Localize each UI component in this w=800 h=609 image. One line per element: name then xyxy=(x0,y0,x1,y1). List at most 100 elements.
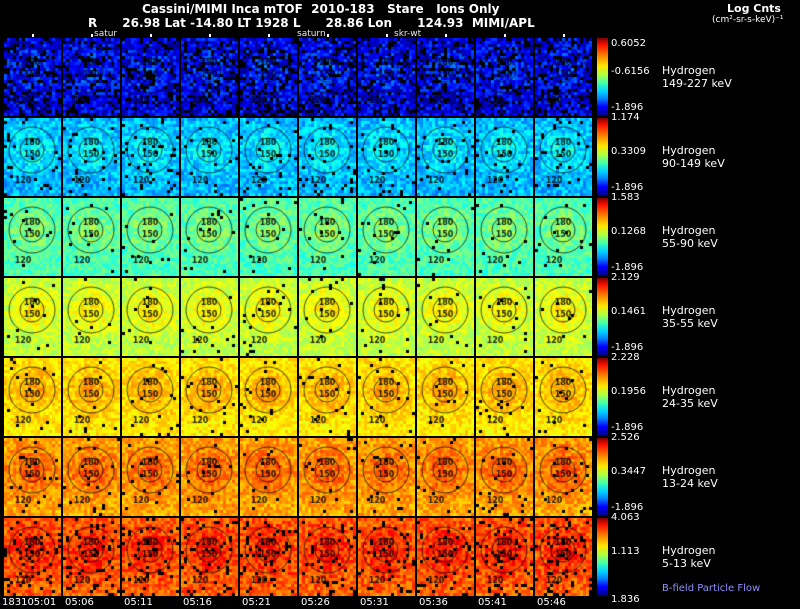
heatmap-panel xyxy=(535,438,592,516)
heatmap-panel xyxy=(122,38,179,116)
heatmap-panel xyxy=(63,118,120,196)
time-label: 05:16 xyxy=(183,597,212,608)
heatmap-panel xyxy=(63,278,120,356)
colorbar-tick-mid: 0.1956 xyxy=(611,386,646,397)
colorbar-tick-mid: 0.3309 xyxy=(611,146,646,157)
heatmap-panel xyxy=(63,438,120,516)
heatmap-panel xyxy=(476,118,533,196)
heatmap-panel xyxy=(63,38,120,116)
row-label-species: Hydrogen xyxy=(662,464,716,477)
heatmap-panel xyxy=(299,438,356,516)
colorbar-tick-max: 0.6052 xyxy=(611,38,646,49)
colorbar-tick-mid: -0.6156 xyxy=(611,66,650,77)
row-label-species: Hydrogen xyxy=(662,384,716,397)
legend-title: Log Cnts xyxy=(727,2,781,15)
heatmap-panel xyxy=(63,198,120,276)
heatmap-panel xyxy=(63,518,120,596)
heatmap-panel xyxy=(240,278,297,356)
heatmap-panel xyxy=(4,278,61,356)
heatmap-panel xyxy=(535,118,592,196)
heatmap-panel xyxy=(122,358,179,436)
time-label: 05:36 xyxy=(419,597,448,608)
time-label: 05:21 xyxy=(242,597,271,608)
colorbar-tick-mid: 0.3447 xyxy=(611,466,646,477)
heatmap-panel xyxy=(299,38,356,116)
ephemeris-line: R 26.98 Lat -14.80 LT 1928 L 28.86 Lon 1… xyxy=(88,16,535,30)
row-label-species: Hydrogen xyxy=(662,304,716,317)
heatmap-panel xyxy=(358,358,415,436)
axis-tick xyxy=(563,34,565,37)
time-label: 05:31 xyxy=(360,597,389,608)
heatmap-panel xyxy=(181,438,238,516)
heatmap-panel xyxy=(181,118,238,196)
row-label: Hydrogen 5-13 keV xyxy=(662,544,716,570)
heatmap-panel xyxy=(4,198,61,276)
row-label-energy: 35-55 keV xyxy=(662,317,718,330)
heatmap-panel xyxy=(535,38,592,116)
time-label: 05:06 xyxy=(65,597,94,608)
heatmap-panel xyxy=(122,198,179,276)
heatmap-panel xyxy=(358,198,415,276)
colorbar-tick-min: -1.896 xyxy=(611,182,644,193)
row-label: Hydrogen 35-55 keV xyxy=(662,304,718,330)
heatmap-panel xyxy=(358,278,415,356)
colorbar-tick-max: 2.526 xyxy=(611,432,640,443)
heatmap-panel xyxy=(299,198,356,276)
colorbar xyxy=(597,358,608,436)
heatmap-panel xyxy=(299,118,356,196)
colorbar-tick-mid: 1.113 xyxy=(611,546,640,557)
heatmap-panel xyxy=(240,198,297,276)
heatmap-panel xyxy=(358,518,415,596)
row-label-species: Hydrogen xyxy=(662,544,716,557)
heatmap-panel xyxy=(476,198,533,276)
heatmap-panel xyxy=(240,118,297,196)
heatmap-panel xyxy=(181,358,238,436)
heatmap-panel xyxy=(535,518,592,596)
colorbar xyxy=(597,278,608,356)
colorbar xyxy=(597,118,608,196)
heatmap-panel xyxy=(299,518,356,596)
time-label: 05:11 xyxy=(124,597,153,608)
row-label: Hydrogen 149-227 keV xyxy=(662,64,732,90)
heatmap-panel xyxy=(181,278,238,356)
heatmap-panel xyxy=(476,278,533,356)
annotation-saturn: saturn xyxy=(297,29,326,39)
bfield-note: B-field Particle Flow xyxy=(662,583,761,594)
axis-tick xyxy=(209,34,211,37)
row-label-energy: 24-35 keV xyxy=(662,397,718,410)
heatmap-panel xyxy=(417,198,474,276)
row-label: Hydrogen 90-149 keV xyxy=(662,144,725,170)
colorbar-tick-max: 1.174 xyxy=(611,112,640,123)
heatmap-panel xyxy=(417,438,474,516)
colorbar-tick-min: -1.896 xyxy=(611,502,644,513)
row-label-species: Hydrogen xyxy=(662,144,716,157)
row-label-energy: 90-149 keV xyxy=(662,157,725,170)
heatmap-panel xyxy=(4,518,61,596)
colorbar-tick-min: -1.896 xyxy=(611,422,644,433)
heatmap-panel xyxy=(535,198,592,276)
colorbar-tick-max: 4.063 xyxy=(611,512,640,523)
colorbar-tick-max: 2.228 xyxy=(611,352,640,363)
heatmap-panel xyxy=(535,278,592,356)
heatmap-panel xyxy=(122,518,179,596)
heatmap-panel xyxy=(476,518,533,596)
heatmap-panel xyxy=(240,438,297,516)
heatmap-panel xyxy=(358,438,415,516)
row-label: Hydrogen 55-90 keV xyxy=(662,224,718,250)
time-label: 05:41 xyxy=(478,597,507,608)
row-label-energy: 5-13 keV xyxy=(662,557,711,570)
heatmap-panel xyxy=(240,38,297,116)
time-label: 183105:01 xyxy=(2,597,57,608)
row-label-species: Hydrogen xyxy=(662,64,716,77)
axis-tick xyxy=(504,34,506,37)
time-label: 05:46 xyxy=(537,597,566,608)
colorbar xyxy=(597,518,608,596)
heatmap-panel xyxy=(240,518,297,596)
colorbar-tick-min: -1.896 xyxy=(611,102,644,113)
row-label-energy: 55-90 keV xyxy=(662,237,718,250)
heatmap-panel xyxy=(122,118,179,196)
colorbar-tick-max: 1.583 xyxy=(611,192,640,203)
axis-tick xyxy=(91,34,93,37)
heatmap-panel xyxy=(476,38,533,116)
